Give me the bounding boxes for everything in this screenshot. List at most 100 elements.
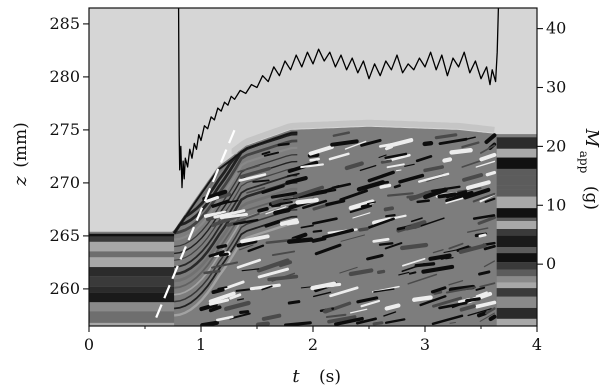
flow-streak bbox=[372, 237, 390, 243]
flow-streak bbox=[264, 220, 281, 228]
sheared-layer bbox=[173, 139, 298, 235]
flow-streak bbox=[406, 194, 423, 199]
front-slope-line bbox=[155, 129, 236, 318]
flow-streak bbox=[475, 291, 488, 298]
bed-layer-stripe bbox=[496, 137, 537, 149]
flow-streak bbox=[265, 206, 287, 215]
flow-streak bbox=[398, 271, 410, 276]
left-y-axis: 260 265 270 275 280 285 bbox=[49, 14, 89, 298]
flow-streak bbox=[348, 199, 375, 211]
bed-layer-stripe bbox=[89, 286, 175, 293]
flow-streak bbox=[218, 252, 229, 257]
flow-streak bbox=[321, 228, 355, 239]
flow-streak bbox=[432, 296, 463, 308]
flow-streak bbox=[445, 257, 454, 260]
flow-streak bbox=[438, 137, 468, 146]
flow-streak bbox=[438, 301, 468, 310]
flow-streak bbox=[419, 295, 447, 307]
sheared-layer bbox=[173, 132, 298, 234]
flow-streak bbox=[292, 185, 325, 199]
flow-streak bbox=[224, 309, 231, 311]
flow-streak bbox=[377, 269, 386, 274]
flow-streak bbox=[312, 229, 323, 233]
flow-streak bbox=[261, 184, 285, 194]
flow-streak bbox=[428, 253, 452, 261]
flow-streak bbox=[313, 291, 332, 298]
flow-streak bbox=[355, 317, 377, 325]
flow-streak bbox=[325, 199, 346, 207]
bed-layer-stripe bbox=[496, 276, 537, 283]
flow-streak bbox=[247, 244, 265, 253]
flow-streak bbox=[461, 160, 482, 168]
bed-layer-stripe bbox=[89, 236, 175, 242]
flow-streak bbox=[434, 133, 458, 140]
bed-layer-stripe bbox=[496, 318, 537, 326]
flow-streak bbox=[383, 311, 397, 317]
flow-streak bbox=[199, 302, 218, 312]
bed-layer-stripe bbox=[496, 262, 537, 270]
flow-streak bbox=[216, 315, 234, 322]
flow-streak bbox=[261, 313, 282, 321]
bed-layer-stripe bbox=[496, 217, 537, 222]
flow-streak bbox=[267, 274, 299, 282]
flow-streak bbox=[284, 321, 312, 326]
plot-area bbox=[88, 7, 538, 327]
left-y-tick-label: 275 bbox=[49, 120, 80, 139]
flow-streak bbox=[219, 212, 248, 220]
bed-layer-stripe bbox=[496, 246, 537, 254]
flow-streak bbox=[459, 304, 476, 312]
flow-streak bbox=[233, 218, 259, 226]
flow-streak bbox=[475, 160, 496, 168]
flow-streak bbox=[479, 152, 497, 162]
flow-streak bbox=[485, 170, 497, 177]
flow-streak bbox=[256, 258, 290, 273]
flow-streak bbox=[367, 217, 395, 229]
flow-streak bbox=[339, 266, 358, 274]
flow-streak bbox=[402, 257, 426, 267]
flow-streak bbox=[311, 236, 327, 243]
flow-streak bbox=[252, 179, 270, 183]
flow-streak bbox=[422, 140, 434, 147]
flow-streak bbox=[239, 310, 250, 314]
flow-streak bbox=[229, 312, 251, 320]
flow-streak bbox=[203, 210, 227, 218]
flow-streak bbox=[384, 242, 403, 250]
flow-streak bbox=[202, 189, 228, 201]
flow-streak bbox=[461, 141, 480, 149]
bed-layer-stripe bbox=[496, 253, 537, 263]
flow-streak bbox=[358, 227, 369, 232]
flow-streak bbox=[366, 254, 384, 261]
flow-streak bbox=[479, 282, 496, 288]
bed-layer-stripe bbox=[496, 185, 537, 190]
flow-streak bbox=[344, 140, 367, 150]
flow-streak bbox=[467, 308, 492, 317]
left-y-axis-title: z (mm) bbox=[10, 122, 31, 187]
flow-streak bbox=[348, 268, 374, 277]
flow-streak bbox=[484, 197, 496, 203]
flow-streak bbox=[467, 227, 489, 233]
flow-streak bbox=[360, 138, 382, 147]
flow-streak bbox=[483, 260, 496, 268]
flow-streak bbox=[325, 313, 347, 319]
flow-streak bbox=[379, 183, 392, 189]
flow-streak bbox=[483, 244, 496, 251]
flow-streak bbox=[445, 190, 474, 203]
right-y-axis-label: M bbox=[581, 128, 602, 148]
bed-layer-stripe bbox=[496, 221, 537, 230]
left-y-tick-label: 265 bbox=[49, 226, 80, 245]
flow-streak bbox=[421, 264, 455, 274]
flow-streak bbox=[279, 218, 299, 226]
flow-streak bbox=[412, 295, 433, 302]
flow-streak bbox=[257, 206, 269, 213]
left-y-tick-label: 280 bbox=[49, 67, 80, 86]
flow-streak bbox=[359, 164, 377, 172]
right-y-axis-subscript: app bbox=[577, 151, 591, 174]
flow-streak bbox=[408, 271, 417, 275]
flow-streak bbox=[463, 187, 491, 200]
flow-streak bbox=[380, 159, 392, 164]
flow-streak bbox=[310, 281, 337, 291]
bed-layer-stripe bbox=[496, 175, 537, 186]
x-tick-label: 1 bbox=[196, 335, 206, 354]
flow-streak bbox=[479, 312, 495, 322]
